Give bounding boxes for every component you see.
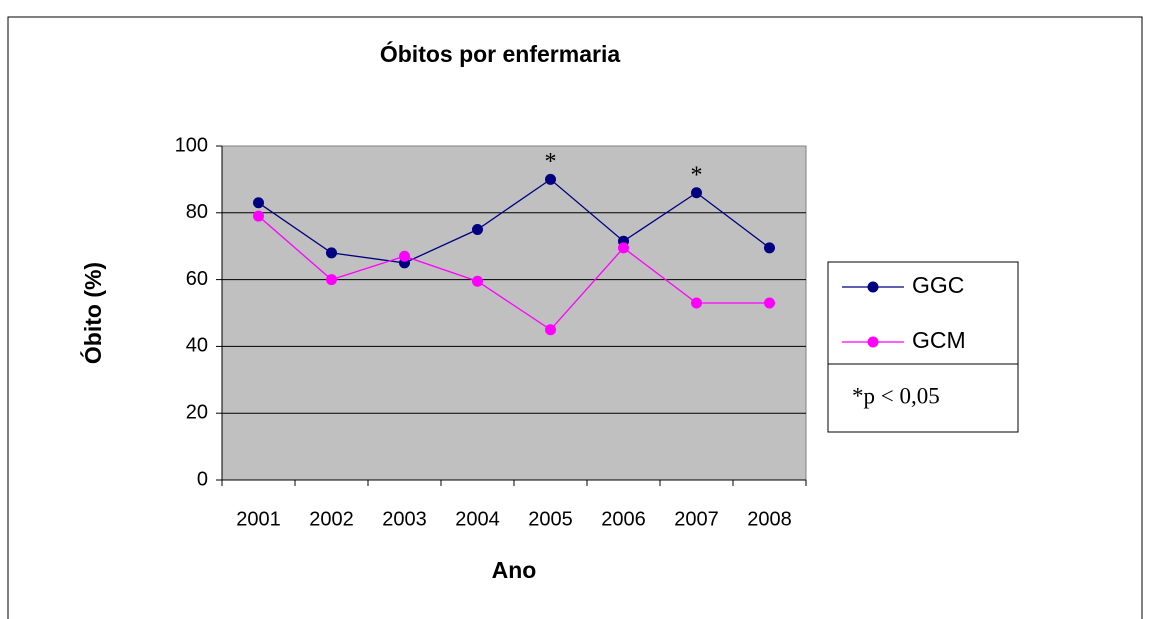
chart-title: Óbitos por enfermaria — [380, 40, 620, 67]
series-line — [258, 215, 770, 331]
data-point — [618, 242, 629, 254]
data-point — [545, 324, 556, 336]
x-tick-label: 2004 — [455, 508, 500, 530]
annotation: * — [691, 162, 703, 188]
footnote-box — [827, 363, 1019, 433]
x-tick-label: 2003 — [382, 508, 427, 530]
y-axis-label: Óbito (%) — [79, 262, 106, 364]
legend-marker — [867, 336, 879, 348]
y-tick-label: 60 — [186, 268, 208, 290]
data-point — [545, 173, 556, 185]
data-point — [253, 210, 264, 222]
data-point — [764, 242, 775, 254]
y-tick-label: 0 — [197, 468, 208, 490]
y-tick-label: 100 — [175, 134, 208, 156]
data-point — [691, 297, 702, 309]
annotation: * — [545, 149, 557, 175]
x-tick-label: 2002 — [309, 508, 354, 530]
x-tick-label: 2007 — [674, 508, 719, 530]
x-axis-label: Ano — [492, 557, 537, 583]
data-point — [326, 247, 337, 259]
y-tick-label: 40 — [186, 335, 208, 357]
x-tick-label: 2008 — [747, 508, 792, 530]
data-point — [691, 187, 702, 199]
data-point — [764, 297, 775, 309]
x-tick-label: 2001 — [236, 508, 281, 530]
data-point — [326, 274, 337, 286]
legend-label: GGC — [912, 272, 964, 298]
series-line — [258, 178, 770, 264]
chart-frame — [7, 16, 1143, 619]
legend-label: GCM — [912, 327, 966, 353]
x-tick-label: 2005 — [528, 508, 573, 530]
footnote: *p < 0,05 — [852, 383, 940, 408]
y-tick-label: 80 — [186, 201, 208, 223]
plot-area — [221, 145, 807, 481]
y-tick-label: 20 — [186, 401, 208, 423]
x-tick-label: 2006 — [601, 508, 646, 530]
data-point — [472, 275, 483, 287]
legend-marker — [867, 281, 879, 293]
data-point — [399, 250, 410, 262]
data-point — [253, 197, 264, 209]
data-point — [472, 224, 483, 235]
